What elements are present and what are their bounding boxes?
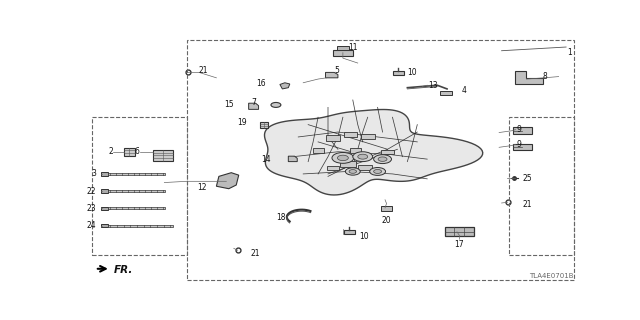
Bar [101, 172, 108, 176]
Bar [124, 148, 134, 156]
Polygon shape [288, 156, 297, 162]
Bar [361, 134, 374, 140]
Polygon shape [326, 72, 338, 78]
Text: 17: 17 [454, 240, 464, 250]
Text: 12: 12 [197, 183, 207, 192]
Bar [445, 228, 474, 236]
Text: 10: 10 [359, 232, 369, 241]
Circle shape [349, 170, 356, 173]
Polygon shape [515, 71, 543, 84]
Text: 7: 7 [252, 98, 256, 107]
Text: 13: 13 [429, 81, 438, 90]
Bar [92, 117, 187, 255]
Polygon shape [280, 83, 290, 89]
Text: 14: 14 [261, 155, 271, 164]
Bar [260, 123, 269, 128]
Text: 3: 3 [91, 169, 96, 179]
Text: 20: 20 [381, 216, 391, 225]
Text: 5: 5 [335, 66, 339, 75]
Bar [108, 207, 165, 209]
Text: 21: 21 [522, 200, 532, 209]
Text: 22: 22 [86, 187, 96, 196]
Bar [327, 165, 339, 170]
Circle shape [346, 168, 360, 175]
Bar [393, 71, 404, 75]
Text: 10: 10 [408, 68, 417, 77]
Bar [350, 148, 361, 153]
Circle shape [370, 167, 385, 175]
Text: 23: 23 [86, 204, 96, 213]
Circle shape [353, 152, 372, 162]
Bar [312, 148, 324, 153]
Bar [101, 189, 108, 193]
Bar [440, 91, 452, 95]
Circle shape [271, 102, 281, 108]
Text: 8: 8 [543, 72, 547, 81]
Text: 6: 6 [134, 147, 140, 156]
Polygon shape [216, 173, 239, 189]
Bar [340, 161, 356, 167]
Polygon shape [264, 109, 483, 195]
Text: 19: 19 [237, 118, 247, 127]
Text: 9: 9 [516, 125, 522, 134]
Bar [358, 165, 372, 170]
Bar [108, 173, 165, 175]
Circle shape [374, 155, 392, 164]
Polygon shape [381, 206, 392, 211]
Text: 21: 21 [250, 249, 260, 258]
Bar [513, 127, 532, 134]
Bar [101, 207, 108, 210]
Bar [513, 144, 532, 150]
Bar [101, 224, 108, 228]
Polygon shape [249, 103, 259, 109]
Bar [337, 46, 349, 50]
Bar [108, 190, 165, 192]
Bar [344, 230, 355, 234]
Text: TLA4E0701B: TLA4E0701B [529, 273, 573, 279]
Circle shape [378, 157, 387, 161]
Bar [509, 117, 573, 255]
Text: 4: 4 [462, 86, 467, 95]
Text: 15: 15 [224, 100, 234, 109]
Text: 1: 1 [567, 48, 572, 57]
Text: 11: 11 [348, 43, 357, 52]
Bar [108, 225, 173, 227]
Circle shape [358, 154, 367, 159]
Text: 25: 25 [522, 174, 532, 183]
Bar [381, 149, 394, 154]
Circle shape [337, 155, 348, 161]
Text: 18: 18 [276, 212, 286, 221]
Bar [187, 40, 573, 280]
Circle shape [332, 153, 354, 163]
Bar [154, 150, 173, 161]
Bar [344, 132, 356, 137]
Bar [333, 50, 353, 56]
Circle shape [374, 170, 381, 173]
Text: 21: 21 [198, 67, 207, 76]
Text: 24: 24 [86, 221, 96, 230]
Text: 16: 16 [257, 79, 266, 89]
Text: FR.: FR. [114, 265, 133, 275]
Text: 2: 2 [109, 147, 113, 156]
Bar [326, 135, 340, 141]
Text: 9: 9 [516, 140, 522, 149]
